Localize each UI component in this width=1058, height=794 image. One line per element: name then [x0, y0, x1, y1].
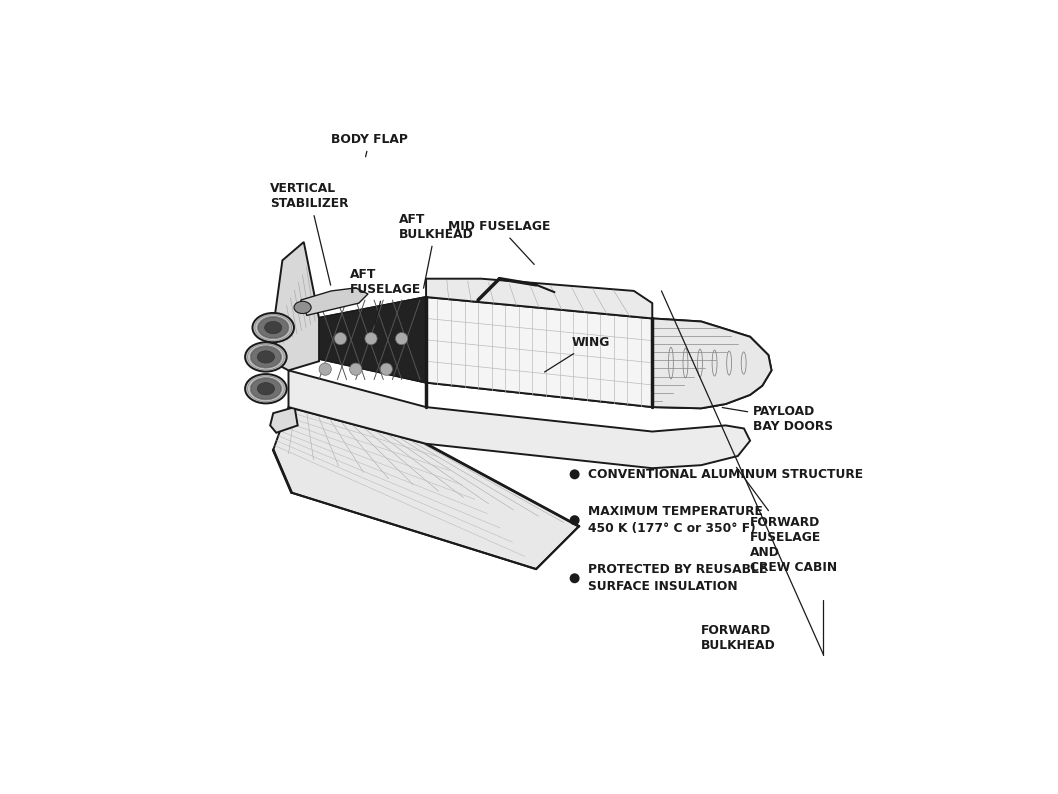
Circle shape	[396, 333, 407, 345]
Polygon shape	[653, 318, 771, 408]
Polygon shape	[273, 242, 320, 370]
Circle shape	[380, 363, 393, 376]
Polygon shape	[300, 288, 368, 315]
Ellipse shape	[257, 351, 274, 363]
Circle shape	[365, 333, 377, 345]
Polygon shape	[270, 407, 297, 433]
Text: AFT
FUSELAGE: AFT FUSELAGE	[349, 268, 421, 325]
Polygon shape	[316, 297, 426, 383]
Circle shape	[570, 574, 579, 583]
Text: MAXIMUM TEMPERATURE
450 K (177° C or 350° F): MAXIMUM TEMPERATURE 450 K (177° C or 350…	[588, 505, 763, 535]
Ellipse shape	[258, 317, 289, 338]
Ellipse shape	[251, 346, 281, 368]
Circle shape	[320, 363, 331, 376]
Ellipse shape	[264, 322, 281, 333]
Circle shape	[570, 516, 579, 525]
Text: AFT
BULKHEAD: AFT BULKHEAD	[399, 213, 473, 288]
Text: MID FUSELAGE: MID FUSELAGE	[449, 220, 550, 264]
Ellipse shape	[294, 301, 311, 314]
Circle shape	[570, 470, 579, 479]
Text: CONVENTIONAL ALUMINUM STRUCTURE: CONVENTIONAL ALUMINUM STRUCTURE	[588, 468, 863, 481]
Circle shape	[349, 363, 362, 376]
Polygon shape	[426, 279, 653, 318]
Polygon shape	[289, 297, 426, 383]
Ellipse shape	[253, 313, 294, 342]
Ellipse shape	[257, 383, 274, 395]
Ellipse shape	[245, 342, 287, 372]
Ellipse shape	[245, 374, 287, 403]
Polygon shape	[289, 370, 750, 468]
Text: PAYLOAD
BAY DOORS: PAYLOAD BAY DOORS	[723, 405, 833, 434]
Polygon shape	[426, 297, 653, 407]
Text: WING: WING	[545, 337, 610, 372]
Text: PROTECTED BY REUSABLE
SURFACE INSULATION: PROTECTED BY REUSABLE SURFACE INSULATION	[588, 563, 767, 593]
Text: FORWARD
FUSELAGE
AND
CREW CABIN: FORWARD FUSELAGE AND CREW CABIN	[736, 468, 837, 573]
Text: FORWARD
BULKHEAD: FORWARD BULKHEAD	[701, 623, 776, 652]
Polygon shape	[289, 297, 771, 408]
Polygon shape	[273, 407, 579, 569]
Circle shape	[334, 333, 347, 345]
Ellipse shape	[251, 378, 281, 399]
Text: VERTICAL
STABILIZER: VERTICAL STABILIZER	[270, 182, 349, 285]
Text: BODY FLAP: BODY FLAP	[331, 133, 408, 156]
